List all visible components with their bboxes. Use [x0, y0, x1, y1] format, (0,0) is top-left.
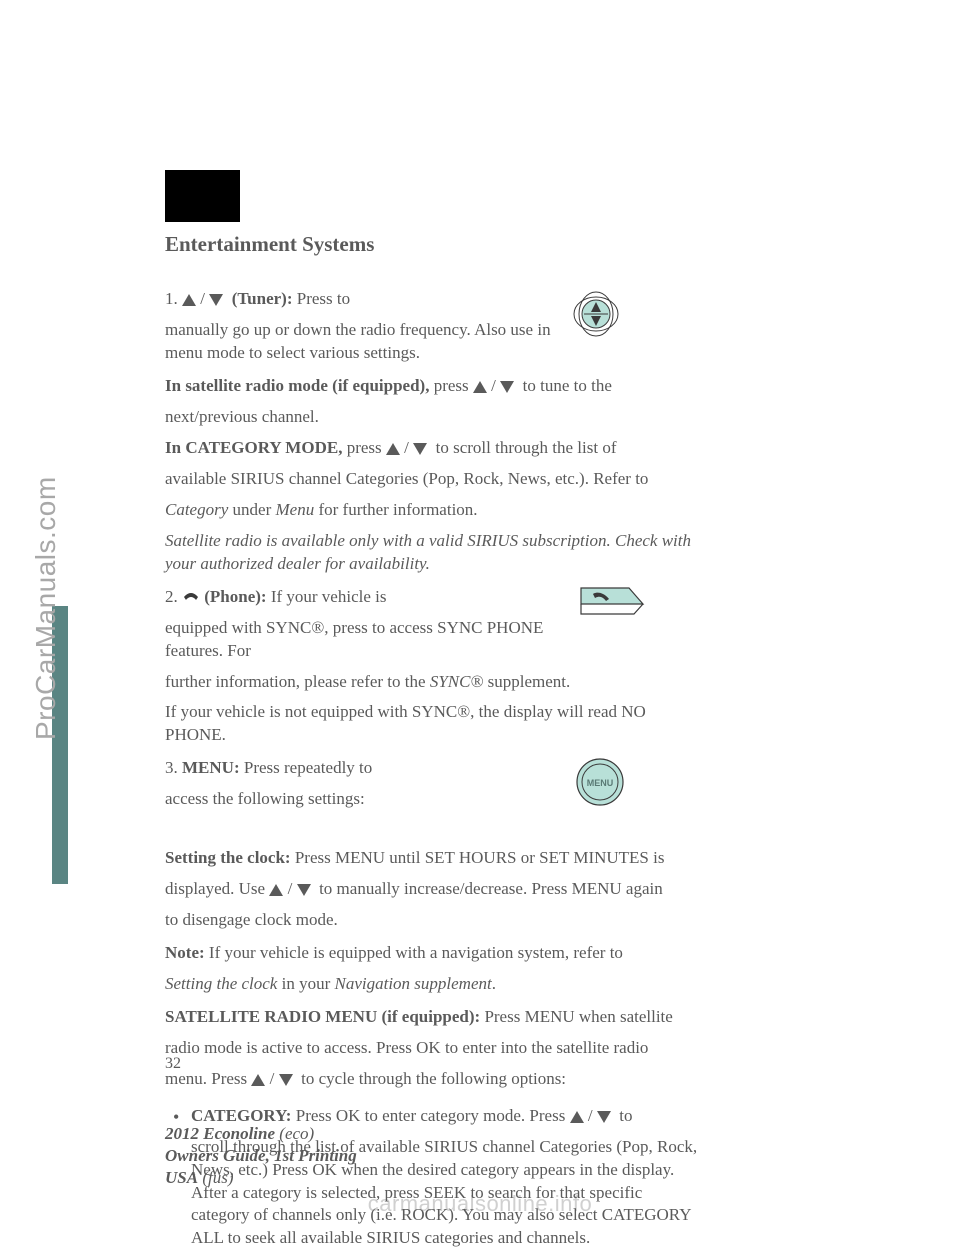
note-p2: Setting the clock in your Navigation sup…	[165, 973, 700, 996]
sat-mode-p2: next/previous channel.	[165, 406, 700, 429]
page-footer: 2012 Econoline (eco) Owners Guide, 1st P…	[165, 1123, 357, 1189]
clock-p3: to disengage clock mode.	[165, 909, 700, 932]
phone-button-icon	[579, 586, 645, 629]
down-arrow-icon	[279, 1074, 293, 1086]
svg-text:MENU: MENU	[587, 778, 614, 788]
satmenu-p3: menu. Press / to cycle through the follo…	[165, 1068, 700, 1091]
phone-icon	[182, 587, 200, 609]
watermark-left: ProCarManuals.com	[30, 476, 62, 740]
up-arrow-icon	[251, 1074, 265, 1086]
cat-mode-p3: Category under Menu for further informat…	[165, 499, 700, 522]
satmenu-p1: SATELLITE RADIO MENU (if equipped): Pres…	[165, 1006, 700, 1029]
satmenu-p2: radio mode is active to access. Press OK…	[165, 1037, 700, 1060]
up-arrow-icon	[570, 1111, 584, 1123]
manual-page: ProCarManuals.com carmanualsonline.info …	[0, 0, 960, 1242]
page-number: 32	[165, 1055, 181, 1073]
header-black-bar	[165, 170, 240, 222]
up-arrow-icon	[269, 884, 283, 896]
up-arrow-icon	[182, 294, 196, 306]
menu-button-icon: MENU	[575, 757, 625, 814]
item2-body3: If your vehicle is not equipped with SYN…	[165, 701, 700, 747]
up-arrow-icon	[386, 443, 400, 455]
tuner-icon	[572, 290, 620, 345]
up-arrow-icon	[473, 381, 487, 393]
item2-body2: further information, please refer to the…	[165, 671, 700, 694]
down-arrow-icon	[597, 1111, 611, 1123]
note-p1: Note: If your vehicle is equipped with a…	[165, 942, 700, 965]
sat-mode-p1: In satellite radio mode (if equipped), p…	[165, 375, 700, 398]
section-header: Entertainment Systems	[165, 230, 700, 258]
cat-mode-p2: available SIRIUS channel Categories (Pop…	[165, 468, 700, 491]
down-arrow-icon	[413, 443, 427, 455]
page-content: Entertainment Systems 1. / (Tuner):	[165, 230, 700, 1258]
down-arrow-icon	[297, 884, 311, 896]
clock-p1: Setting the clock: Press MENU until SET …	[165, 847, 700, 870]
down-arrow-icon	[209, 294, 223, 306]
down-arrow-icon	[500, 381, 514, 393]
sat-italic-note: Satellite radio is available only with a…	[165, 530, 700, 576]
clock-p2: displayed. Use / to manually increase/de…	[165, 878, 700, 901]
cat-mode-p1: In CATEGORY MODE, press / to scroll thro…	[165, 437, 700, 460]
